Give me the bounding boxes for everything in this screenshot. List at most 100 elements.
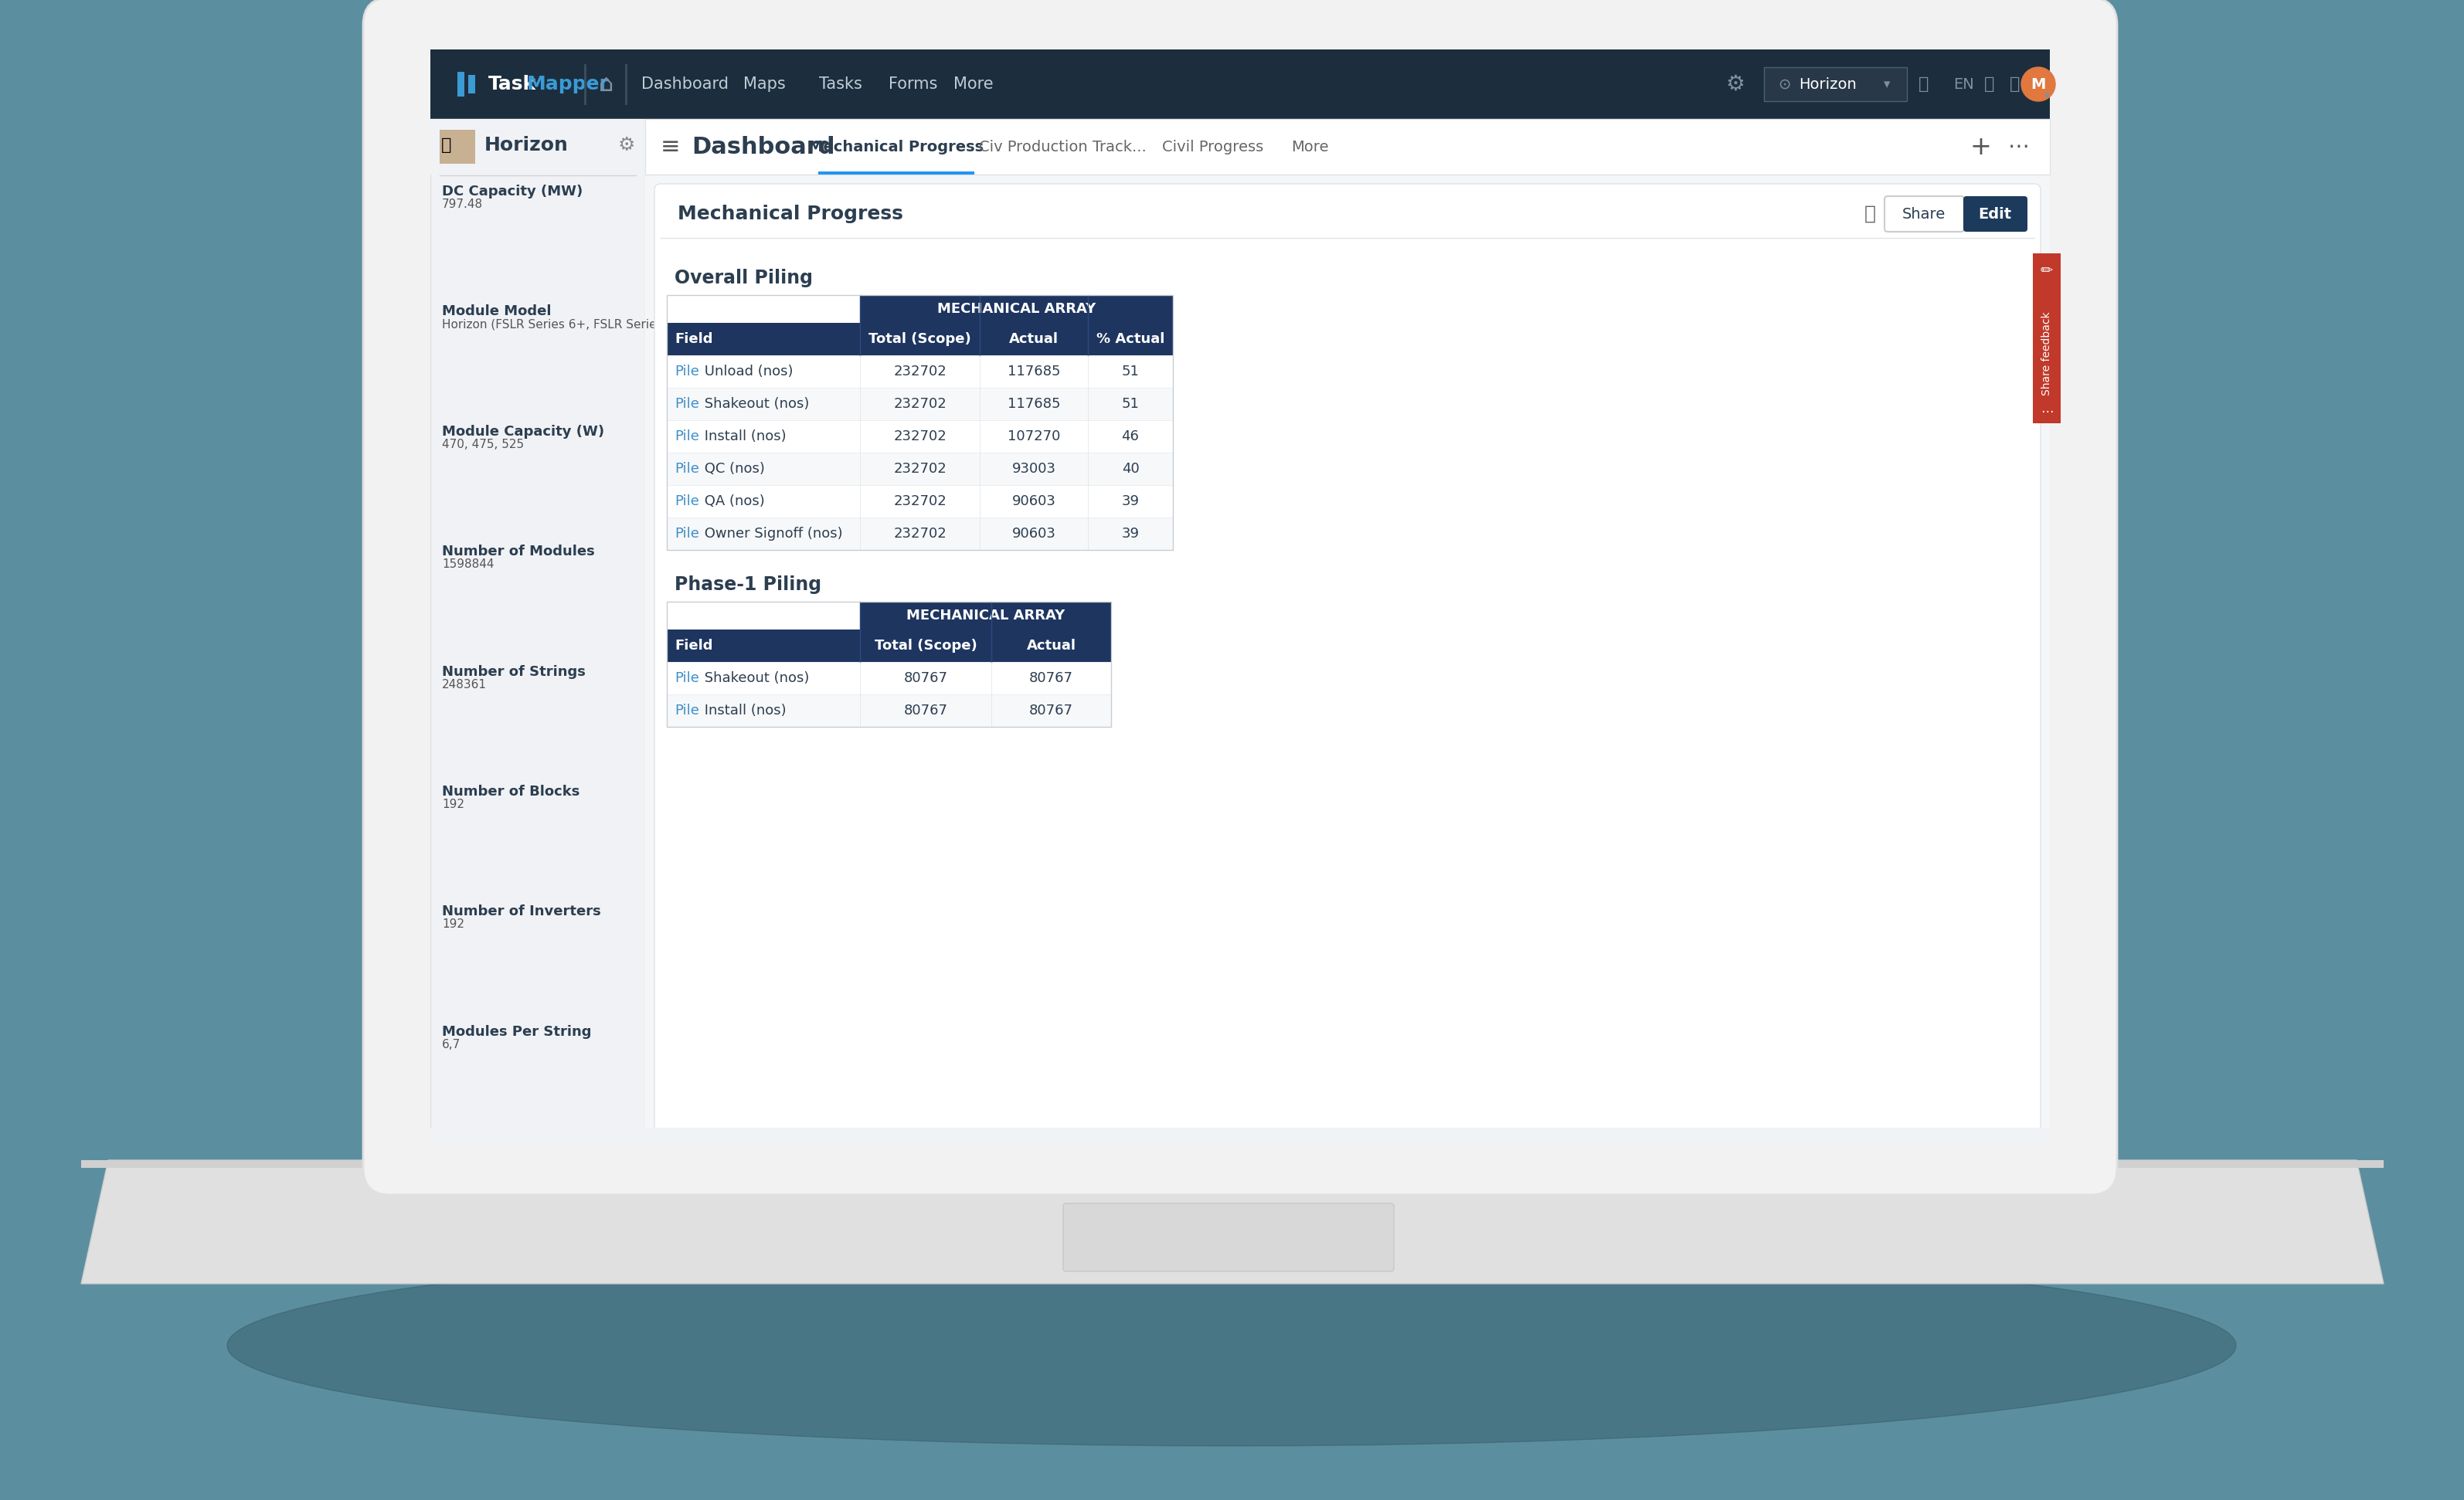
- Text: Horizon: Horizon: [485, 136, 569, 154]
- FancyBboxPatch shape: [362, 0, 2117, 1196]
- Bar: [431, 50, 2050, 118]
- Ellipse shape: [227, 1245, 2235, 1446]
- Text: Pile: Pile: [675, 364, 700, 378]
- Text: Field: Field: [675, 639, 712, 653]
- Text: Shakeout (nos): Shakeout (nos): [700, 398, 808, 411]
- Text: 39: 39: [1121, 495, 1138, 509]
- Bar: [458, 72, 463, 96]
- Text: QC (nos): QC (nos): [700, 462, 764, 476]
- Text: 1598844: 1598844: [441, 558, 495, 570]
- Text: 470, 475, 525: 470, 475, 525: [441, 438, 525, 450]
- Text: 🔔: 🔔: [1984, 76, 1993, 91]
- Text: Total (Scope): Total (Scope): [870, 332, 971, 346]
- Text: 80767: 80767: [904, 670, 949, 686]
- Text: ⚙: ⚙: [1725, 74, 1745, 94]
- Text: Install (nos): Install (nos): [700, 704, 786, 717]
- Text: Horizon: Horizon: [1799, 76, 1855, 91]
- FancyBboxPatch shape: [1885, 196, 1964, 231]
- Bar: [860, 602, 1111, 630]
- Text: 107270: 107270: [1008, 429, 1060, 444]
- Text: 🖨: 🖨: [1865, 204, 1875, 224]
- Text: ⚙: ⚙: [618, 136, 636, 154]
- Text: 80767: 80767: [1030, 670, 1074, 686]
- Text: Install (nos): Install (nos): [700, 429, 786, 444]
- Bar: [646, 118, 2050, 174]
- Text: Civ Production Track...: Civ Production Track...: [978, 140, 1146, 154]
- Text: DC Capacity (MW): DC Capacity (MW): [441, 184, 584, 198]
- Bar: [389, 1143, 2089, 1169]
- Text: Share feedback: Share feedback: [2040, 312, 2053, 396]
- Text: Actual: Actual: [1027, 639, 1077, 653]
- Text: 232702: 232702: [894, 495, 946, 509]
- Text: 797.48: 797.48: [441, 198, 483, 210]
- Text: 90603: 90603: [1013, 495, 1055, 509]
- Text: Number of Inverters: Number of Inverters: [441, 904, 601, 918]
- Text: More: More: [954, 76, 993, 91]
- Bar: [439, 130, 476, 164]
- Text: 93003: 93003: [1013, 462, 1057, 476]
- Text: 90603: 90603: [1013, 526, 1055, 540]
- Text: 232702: 232702: [894, 398, 946, 411]
- Text: Mapper: Mapper: [527, 75, 609, 93]
- Text: ⊙: ⊙: [1779, 76, 1791, 91]
- Bar: [389, 24, 431, 1168]
- Text: 46: 46: [1121, 429, 1138, 444]
- Text: ≡: ≡: [660, 135, 680, 158]
- Text: 117685: 117685: [1008, 398, 1060, 411]
- Bar: [818, 171, 973, 174]
- Text: 80767: 80767: [1030, 704, 1074, 717]
- Text: 117685: 117685: [1008, 364, 1060, 378]
- Bar: [431, 1128, 2050, 1143]
- Bar: [668, 387, 1173, 420]
- Text: 51: 51: [1121, 364, 1138, 378]
- Text: MECHANICAL ARRAY: MECHANICAL ARRAY: [907, 609, 1064, 622]
- Text: Dashboard: Dashboard: [692, 135, 835, 158]
- Text: 232702: 232702: [894, 429, 946, 444]
- Text: Maps: Maps: [744, 76, 786, 91]
- Text: Edit: Edit: [1979, 207, 2011, 222]
- Text: Unload (nos): Unload (nos): [700, 364, 793, 378]
- Text: Overall Piling: Overall Piling: [675, 268, 813, 288]
- Text: Number of Modules: Number of Modules: [441, 544, 594, 558]
- Text: 51: 51: [1121, 398, 1138, 411]
- Text: 🔍: 🔍: [1919, 76, 1929, 91]
- Text: Actual: Actual: [1010, 332, 1060, 346]
- Circle shape: [2020, 68, 2055, 100]
- Text: Pile: Pile: [675, 398, 700, 411]
- Text: Pile: Pile: [675, 462, 700, 476]
- Text: ▾: ▾: [1885, 76, 1890, 91]
- Bar: [668, 484, 1173, 517]
- Bar: [2033, 254, 2060, 423]
- Text: Civil Progress: Civil Progress: [1163, 140, 1264, 154]
- Text: 80767: 80767: [904, 704, 949, 717]
- Text: Share: Share: [1902, 207, 1947, 222]
- Text: 232702: 232702: [894, 526, 946, 540]
- Text: QA (nos): QA (nos): [700, 495, 764, 509]
- Bar: [2050, 24, 2089, 1168]
- Bar: [431, 50, 2050, 1143]
- Text: Shakeout (nos): Shakeout (nos): [700, 670, 808, 686]
- Text: 39: 39: [1121, 526, 1138, 540]
- Text: Field: Field: [675, 332, 712, 346]
- Text: Phase-1 Piling: Phase-1 Piling: [675, 576, 821, 594]
- Bar: [389, 24, 2089, 50]
- Bar: [668, 322, 1173, 355]
- Text: Pile: Pile: [675, 429, 700, 444]
- Text: 40: 40: [1121, 462, 1138, 476]
- Text: +: +: [1969, 134, 1991, 159]
- Text: 232702: 232702: [894, 364, 946, 378]
- Text: Dashboard: Dashboard: [641, 76, 729, 91]
- Text: Total (Scope): Total (Scope): [875, 639, 976, 653]
- Bar: [668, 296, 1173, 550]
- Polygon shape: [81, 1160, 2383, 1168]
- Text: Horizon (FSLR Series 6+, FSLR Series 7): Horizon (FSLR Series 6+, FSLR Series 7): [441, 318, 678, 330]
- Bar: [668, 355, 1173, 387]
- Text: % Actual: % Actual: [1096, 332, 1165, 346]
- Text: Pile: Pile: [675, 526, 700, 540]
- Polygon shape: [81, 1160, 2383, 1284]
- Text: ⋯: ⋯: [2040, 405, 2053, 419]
- Bar: [668, 453, 1173, 485]
- FancyBboxPatch shape: [1062, 1203, 1395, 1272]
- Text: Number of Strings: Number of Strings: [441, 664, 586, 678]
- Text: Number of Blocks: Number of Blocks: [441, 784, 579, 798]
